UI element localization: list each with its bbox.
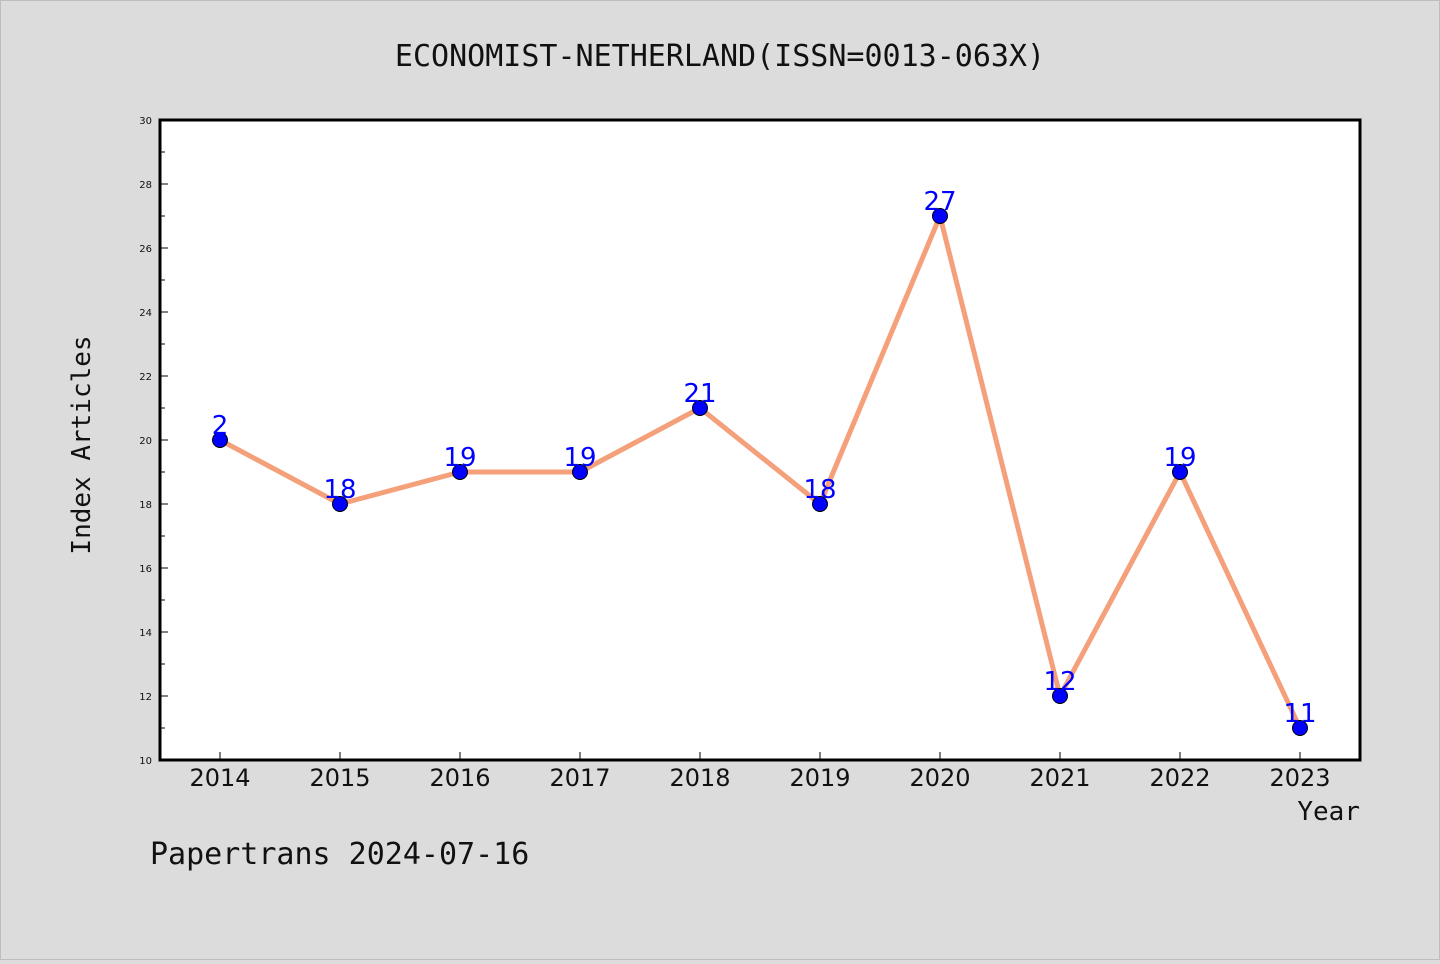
y-tick-label: 18 bbox=[139, 500, 152, 511]
y-tick-label: 12 bbox=[139, 692, 152, 703]
data-point bbox=[1292, 720, 1308, 736]
y-tick-label: 24 bbox=[139, 308, 152, 319]
data-points bbox=[212, 208, 1308, 736]
y-axis: 10 12 14 16 18 20 22 24 26 28 30 bbox=[139, 116, 168, 767]
y-tick-label: 30 bbox=[139, 116, 152, 127]
y-tick-label: 28 bbox=[139, 180, 152, 191]
y-tick-label: 20 bbox=[139, 436, 152, 447]
data-label: 19 bbox=[1163, 443, 1196, 473]
x-tick-label: 2015 bbox=[309, 764, 370, 792]
data-point bbox=[1172, 464, 1188, 480]
data-label: 18 bbox=[803, 475, 836, 505]
data-point bbox=[812, 496, 828, 512]
data-label: 19 bbox=[443, 443, 476, 473]
x-axis-title: Year bbox=[1297, 797, 1360, 827]
data-label: 21 bbox=[683, 379, 716, 409]
x-tick-label: 2022 bbox=[1149, 764, 1210, 792]
chart-title: ECONOMIST-NETHERLAND(ISSN=0013-063X) bbox=[395, 39, 1045, 74]
data-point bbox=[452, 464, 468, 480]
data-point bbox=[1052, 688, 1068, 704]
data-labels: 2 18 19 19 21 18 27 12 19 11 bbox=[212, 187, 1317, 729]
data-label: 12 bbox=[1043, 667, 1076, 697]
data-point bbox=[692, 400, 708, 416]
x-tick-label: 2017 bbox=[549, 764, 610, 792]
x-tick-label: 2019 bbox=[789, 764, 850, 792]
data-label: 18 bbox=[323, 475, 356, 505]
plot-area bbox=[158, 118, 1362, 762]
data-label: 11 bbox=[1283, 699, 1316, 729]
series-line bbox=[218, 213, 1303, 730]
data-point bbox=[212, 432, 228, 448]
y-axis-title: Index Articles bbox=[67, 335, 97, 554]
data-label: 27 bbox=[923, 187, 956, 217]
x-axis: 2014 2015 2016 2017 2018 2019 2020 2021 2022 2023 bbox=[189, 752, 1331, 792]
y-tick-label: 26 bbox=[139, 244, 152, 255]
data-point bbox=[932, 208, 948, 224]
x-tick-label: 2021 bbox=[1029, 764, 1090, 792]
x-tick-label: 2023 bbox=[1269, 764, 1330, 792]
x-tick-label: 2020 bbox=[909, 764, 970, 792]
data-label: 19 bbox=[563, 443, 596, 473]
x-tick-label: 2014 bbox=[189, 764, 250, 792]
data-label: 2 bbox=[212, 411, 229, 441]
footer-credit: Papertrans 2024-07-16 bbox=[150, 837, 529, 872]
y-tick-label: 16 bbox=[139, 564, 152, 575]
x-tick-label: 2016 bbox=[429, 764, 490, 792]
data-point bbox=[572, 464, 588, 480]
y-tick-label: 22 bbox=[139, 372, 152, 383]
x-tick-label: 2018 bbox=[669, 764, 730, 792]
data-point bbox=[332, 496, 348, 512]
y-tick-label: 10 bbox=[139, 756, 152, 767]
y-tick-label: 14 bbox=[139, 628, 152, 639]
